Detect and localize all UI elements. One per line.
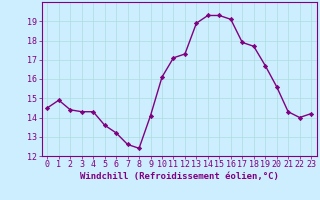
X-axis label: Windchill (Refroidissement éolien,°C): Windchill (Refroidissement éolien,°C) bbox=[80, 172, 279, 181]
